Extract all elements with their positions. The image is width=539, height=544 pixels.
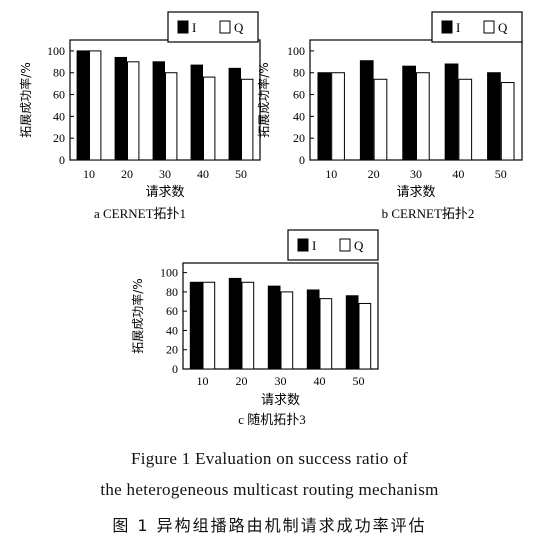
legend-swatch-I (297, 238, 309, 252)
panel-caption: c 随机拓扑3 (238, 412, 306, 427)
bar-Q-40 (203, 76, 216, 161)
chart-panel-2: 0 20 40 60 80 100 10 20 30 40 50 请求数 拓展成功率/% I Qb CERN… (256, 11, 523, 221)
y-tick-label: 80 (293, 66, 305, 80)
bar-Q-10 (202, 281, 216, 370)
bar-I-50 (487, 72, 501, 161)
y-axis-label: 拓展成功率/% (130, 278, 145, 353)
panel-caption: a CERNET拓扑1 (94, 206, 186, 221)
y-tick-label: 40 (53, 109, 65, 123)
legend-swatch-Q (219, 20, 231, 34)
chart-panel-3: 0 20 40 60 80 100 10 20 30 40 50 请求数 拓展成功率/% I Qc 随机拓扑… (130, 229, 379, 427)
legend-label-Q: Q (234, 20, 244, 35)
x-tick-label: 30 (275, 374, 287, 388)
x-tick-label: 50 (235, 167, 247, 181)
bar-I-10 (317, 72, 332, 161)
x-tick-label: 30 (410, 167, 422, 181)
bar-Q-40 (319, 298, 333, 370)
x-tick-label: 30 (159, 167, 171, 181)
figure-caption-en-line1: Figure 1 Evaluation on success ratio of (130, 449, 409, 468)
legend-swatch-Q (339, 238, 351, 252)
y-tick-label: 20 (53, 131, 65, 145)
panel-caption: b CERNET拓扑2 (382, 206, 475, 221)
x-tick-label: 10 (197, 374, 209, 388)
x-tick-label: 20 (121, 167, 133, 181)
legend-swatch-Q (483, 20, 495, 34)
bar-I-50 (228, 67, 242, 161)
bar-I-30 (267, 285, 281, 370)
x-tick-label: 50 (495, 167, 507, 181)
y-tick-label: 0 (59, 153, 65, 167)
x-tick-label: 20 (236, 374, 248, 388)
x-axis-label: 请求数 (396, 185, 435, 200)
bar-I-40 (444, 63, 459, 161)
y-tick-label: 40 (293, 109, 305, 123)
figure-caption-en-line2: the heterogeneous multicast routing mech… (100, 480, 439, 499)
chart-panel-1: 0 20 40 60 80 100 10 20 30 40 50 请求数 拓展成功率/% I Qa CERN… (18, 11, 261, 221)
bar-Q-10 (331, 72, 345, 161)
x-tick-label: 50 (353, 374, 365, 388)
bar-Q-20 (373, 78, 388, 161)
legend-swatch-I (441, 20, 453, 34)
y-tick-label: 60 (293, 88, 305, 102)
bar-Q-20 (127, 61, 140, 161)
x-tick-label: 10 (83, 167, 95, 181)
bar-Q-30 (280, 291, 294, 370)
y-axis-label: 拓展成功率/% (18, 62, 33, 137)
bar-Q-30 (165, 72, 178, 161)
plot-frame (182, 262, 379, 370)
x-tick-label: 40 (314, 374, 326, 388)
legend-label-I: I (192, 20, 196, 35)
x-axis-label: 请求数 (261, 393, 300, 408)
y-tick-label: 20 (293, 131, 305, 145)
x-axis-label: 请求数 (145, 185, 184, 200)
bar-Q-30 (416, 72, 430, 161)
legend-label-I: I (456, 20, 460, 35)
x-tick-label: 40 (197, 167, 209, 181)
bar-I-20 (114, 56, 127, 161)
bar-I-10 (189, 281, 203, 370)
bar-Q-20 (241, 281, 255, 370)
legend-label-Q: Q (354, 238, 364, 253)
x-tick-label: 10 (325, 167, 337, 181)
bar-Q-40 (458, 78, 473, 161)
y-axis-label: 拓展成功率/% (256, 62, 271, 137)
y-tick-label: 100 (287, 44, 305, 58)
bar-I-30 (152, 61, 166, 161)
bar-Q-10 (89, 50, 102, 161)
y-tick-label: 60 (166, 304, 178, 318)
y-tick-label: 100 (160, 266, 178, 280)
bar-I-20 (228, 277, 242, 370)
bar-I-20 (359, 60, 374, 161)
bar-I-40 (306, 289, 320, 370)
bar-Q-50 (500, 82, 515, 161)
y-tick-label: 80 (53, 66, 65, 80)
y-tick-label: 0 (172, 362, 178, 376)
y-tick-label: 40 (166, 323, 178, 337)
bar-I-10 (76, 50, 89, 161)
y-tick-label: 20 (166, 343, 178, 357)
legend-swatch-I (177, 20, 189, 34)
y-tick-label: 100 (47, 44, 65, 58)
figure-caption-zh: 图 1 异构组播路由机制请求成功率评估 (112, 516, 427, 535)
bar-I-30 (402, 65, 416, 161)
x-tick-label: 20 (368, 167, 380, 181)
y-tick-label: 60 (53, 88, 65, 102)
bar-I-50 (345, 295, 359, 370)
x-tick-label: 40 (452, 167, 464, 181)
legend-label-Q: Q (498, 20, 508, 35)
legend-label-I: I (312, 238, 316, 253)
y-tick-label: 80 (166, 285, 178, 299)
bar-Q-50 (358, 302, 372, 370)
bar-I-40 (190, 64, 204, 161)
y-tick-label: 0 (299, 153, 305, 167)
bar-Q-50 (241, 78, 254, 161)
